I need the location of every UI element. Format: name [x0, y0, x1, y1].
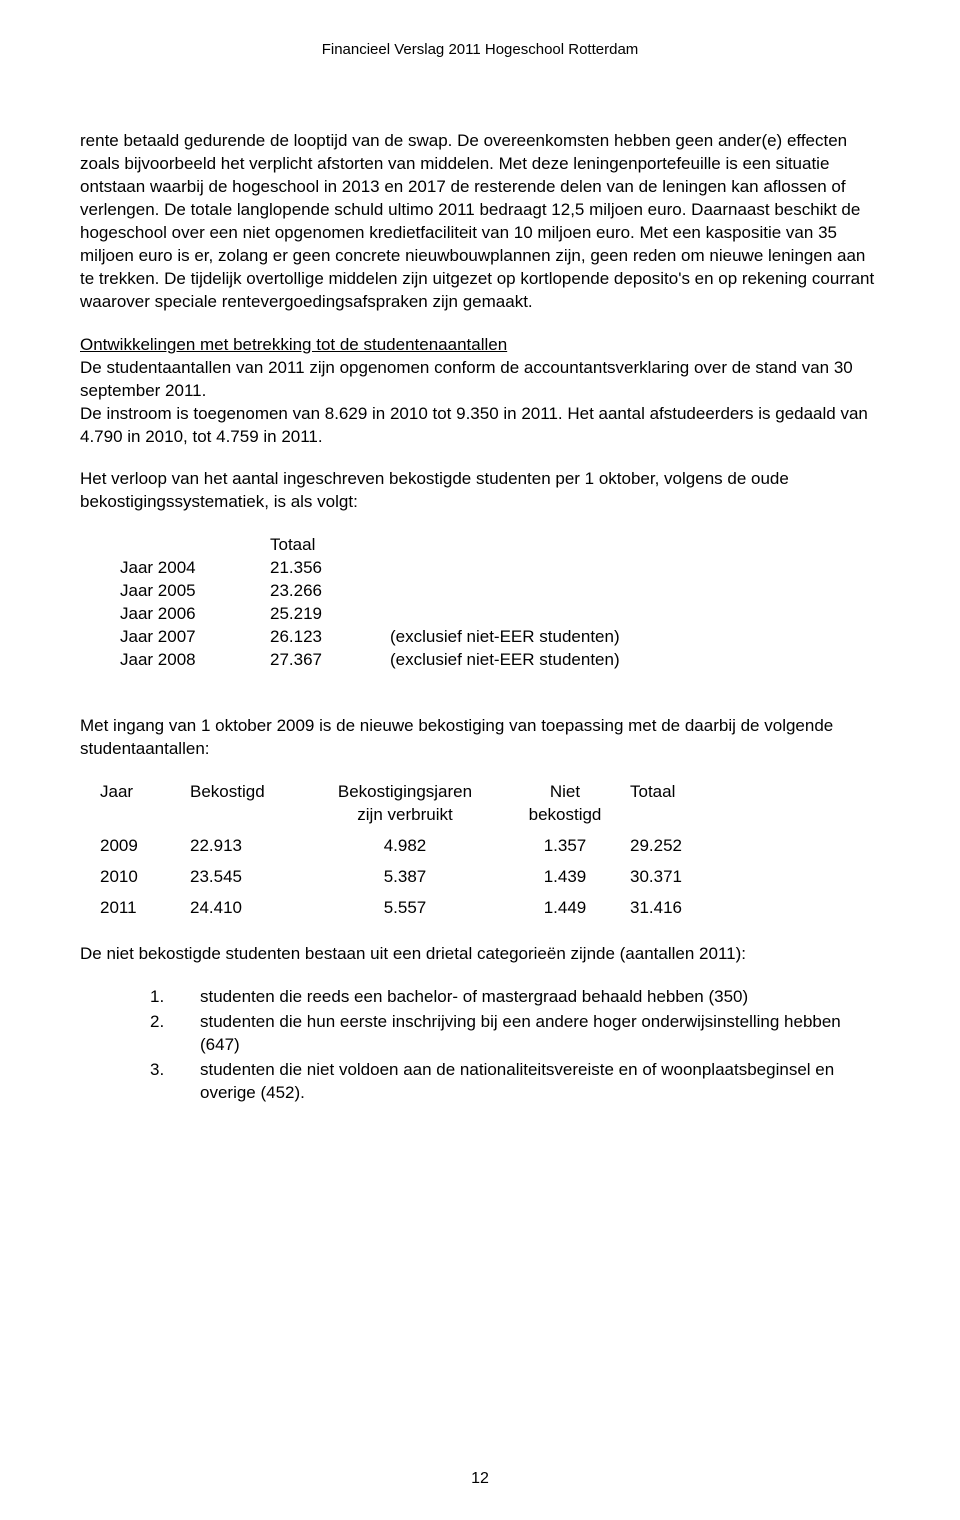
table-header-total: Totaal: [270, 534, 390, 557]
funding-table: Jaar Bekostigd Bekostigingsjaren Niet To…: [100, 781, 880, 920]
list-item: 1.studenten die reeds een bachelor- of m…: [150, 986, 880, 1009]
table-subheader: zijn verbruikt: [310, 804, 500, 827]
cell-yearsused: 5.387: [310, 866, 500, 889]
table-row: 200922.9134.9821.35729.252: [100, 835, 880, 858]
list-number: 1.: [150, 986, 200, 1009]
cell-funded: 24.410: [190, 897, 310, 920]
cell-notfunded: 1.357: [500, 835, 630, 858]
paragraph: De niet bekostigde studenten bestaan uit…: [80, 943, 880, 966]
cell-year: 2010: [100, 866, 190, 889]
cell-funded: 23.545: [190, 866, 310, 889]
table-header-funded: Bekostigd: [190, 781, 310, 804]
text: De tijdelijk overtollige middelen zijn u…: [80, 269, 874, 311]
text: De instroom is toegenomen van 8.629 in 2…: [80, 404, 868, 446]
ordered-list: 1.studenten die reeds een bachelor- of m…: [150, 986, 880, 1105]
list-number: 2.: [150, 1011, 200, 1057]
cell-note: [390, 557, 880, 580]
table-row: 201023.5455.3871.43930.371: [100, 866, 880, 889]
paragraph: Het verloop van het aantal ingeschreven …: [80, 468, 880, 514]
table-row: Jaar 200827.367(exclusief niet-EER stude…: [120, 649, 880, 672]
paragraph: rente betaald gedurende de looptijd van …: [80, 130, 880, 314]
blank: [100, 804, 190, 827]
cell-total: 30.371: [630, 866, 740, 889]
cell-yearsused: 5.557: [310, 897, 500, 920]
list-item: 2.studenten die hun eerste inschrijving …: [150, 1011, 880, 1057]
page-number: 12: [0, 1468, 960, 1490]
cell-total: 27.367: [270, 649, 390, 672]
table-header-blank: [390, 534, 880, 557]
list-text: studenten die hun eerste inschrijving bi…: [200, 1011, 880, 1057]
cell-total: 21.356: [270, 557, 390, 580]
cell-total: 26.123: [270, 626, 390, 649]
table-header-year: Jaar: [100, 781, 190, 804]
cell-year: Jaar 2008: [120, 649, 270, 672]
paragraph: Ontwikkelingen met betrekking tot de stu…: [80, 334, 880, 449]
table-header-years-used: Bekostigingsjaren: [310, 781, 500, 804]
cell-total: 29.252: [630, 835, 740, 858]
cell-year: 2009: [100, 835, 190, 858]
cell-year: Jaar 2007: [120, 626, 270, 649]
table-row: Jaar 200421.356: [120, 557, 880, 580]
cell-year: Jaar 2004: [120, 557, 270, 580]
paragraph: Met ingang van 1 oktober 2009 is de nieu…: [80, 715, 880, 761]
page-header: Financieel Verslag 2011 Hogeschool Rotte…: [80, 40, 880, 60]
cell-total: 25.219: [270, 603, 390, 626]
cell-note: (exclusief niet-EER studenten): [390, 649, 880, 672]
cell-funded: 22.913: [190, 835, 310, 858]
cell-yearsused: 4.982: [310, 835, 500, 858]
list-text: studenten die niet voldoen aan de nation…: [200, 1059, 880, 1105]
list-number: 3.: [150, 1059, 200, 1105]
table-header-total: Totaal: [630, 781, 740, 804]
cell-total: 23.266: [270, 580, 390, 603]
section-title: Ontwikkelingen met betrekking tot de stu…: [80, 335, 507, 354]
cell-note: [390, 603, 880, 626]
blank: [630, 804, 740, 827]
table-subheader: bekostigd: [500, 804, 630, 827]
document-page: Financieel Verslag 2011 Hogeschool Rotte…: [0, 0, 960, 1520]
table-row: Jaar 200625.219: [120, 603, 880, 626]
list-text: studenten die reeds een bachelor- of mas…: [200, 986, 880, 1009]
cell-total: 31.416: [630, 897, 740, 920]
cell-year: Jaar 2006: [120, 603, 270, 626]
cell-year: Jaar 2005: [120, 580, 270, 603]
student-enrollment-table: Totaal Jaar 200421.356Jaar 200523.266Jaa…: [120, 534, 880, 672]
table-header-blank: [120, 534, 270, 557]
cell-notfunded: 1.449: [500, 897, 630, 920]
table-row: Jaar 200523.266: [120, 580, 880, 603]
table-row: 201124.4105.5571.44931.416: [100, 897, 880, 920]
cell-note: (exclusief niet-EER studenten): [390, 626, 880, 649]
cell-notfunded: 1.439: [500, 866, 630, 889]
text: De studentaantallen van 2011 zijn opgeno…: [80, 358, 853, 400]
blank: [190, 804, 310, 827]
list-item: 3.studenten die niet voldoen aan de nati…: [150, 1059, 880, 1105]
table-row: Jaar 200726.123(exclusief niet-EER stude…: [120, 626, 880, 649]
cell-year: 2011: [100, 897, 190, 920]
cell-note: [390, 580, 880, 603]
table-header-notfunded: Niet: [500, 781, 630, 804]
